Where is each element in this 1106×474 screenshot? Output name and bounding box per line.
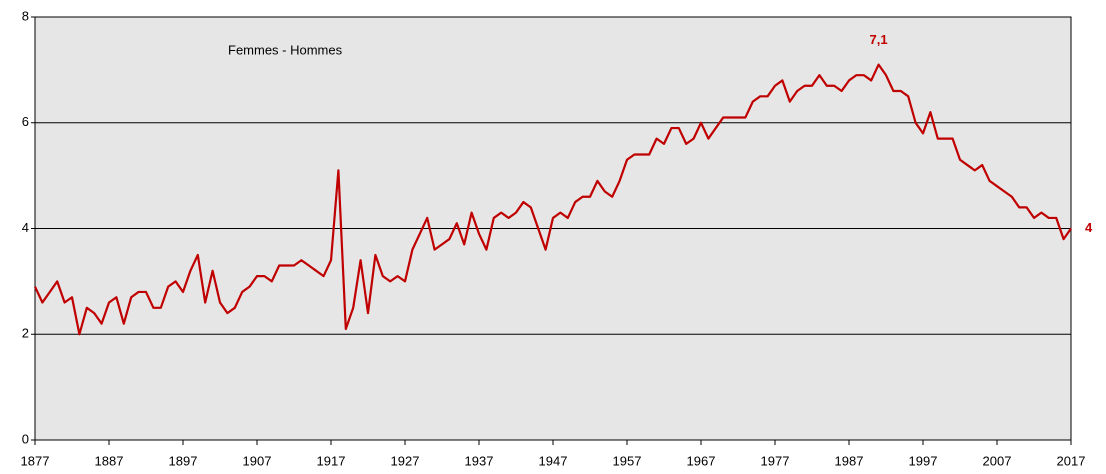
x-tick-label: 1877 bbox=[21, 453, 50, 468]
x-tick-label: 1917 bbox=[317, 453, 346, 468]
y-tick-label: 2 bbox=[22, 326, 29, 341]
annotation: 7,1 bbox=[870, 32, 888, 47]
x-tick-label: 1907 bbox=[243, 453, 272, 468]
x-tick-label: 1987 bbox=[835, 453, 864, 468]
x-tick-label: 1887 bbox=[95, 453, 124, 468]
x-tick-label: 2017 bbox=[1057, 453, 1086, 468]
y-tick-label: 8 bbox=[22, 8, 29, 23]
y-tick-label: 0 bbox=[22, 431, 29, 446]
y-tick-label: 4 bbox=[22, 220, 29, 235]
x-tick-label: 1937 bbox=[465, 453, 494, 468]
x-tick-label: 2007 bbox=[983, 453, 1012, 468]
x-tick-label: 1897 bbox=[169, 453, 198, 468]
x-tick-label: 1927 bbox=[391, 453, 420, 468]
x-tick-label: 1977 bbox=[761, 453, 790, 468]
annotation: 4 bbox=[1085, 220, 1093, 235]
x-tick-label: 1997 bbox=[909, 453, 938, 468]
data-line bbox=[34, 63, 1072, 336]
series-label: Femmes - Hommes bbox=[228, 42, 343, 57]
y-tick-label: 6 bbox=[22, 114, 29, 129]
x-tick-label: 1957 bbox=[613, 453, 642, 468]
x-tick-label: 1947 bbox=[539, 453, 568, 468]
x-tick-label: 1967 bbox=[687, 453, 716, 468]
